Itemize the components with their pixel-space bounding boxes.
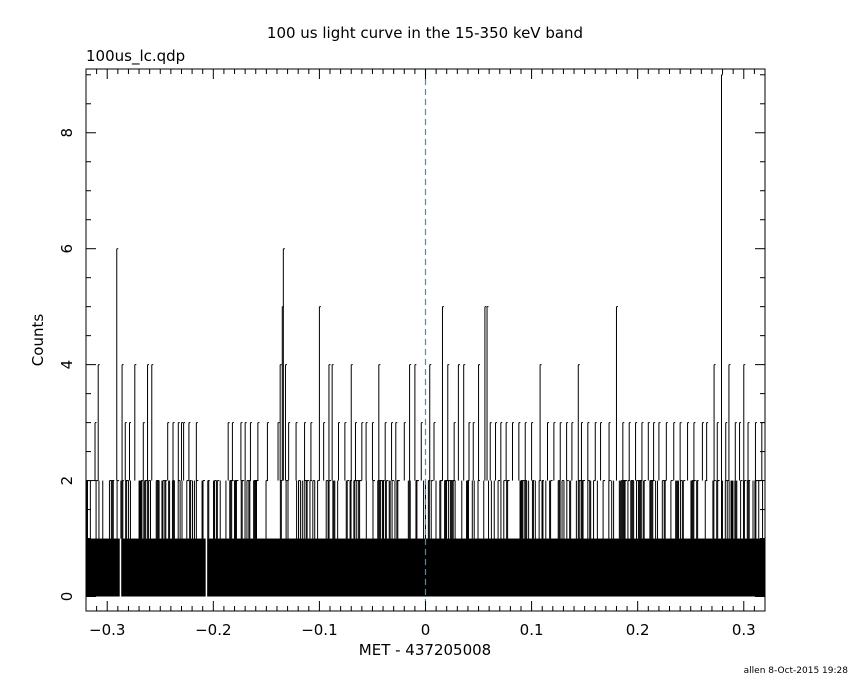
baseline-counts-band [86, 538, 765, 597]
y-tick-label: 6 [58, 244, 76, 254]
x-tick-label: −0.1 [301, 621, 337, 639]
chart-title: 100 us light curve in the 15-350 keV ban… [267, 24, 583, 42]
footer-credit: allen 8-Oct-2015 19:28 [744, 666, 849, 676]
y-axis-label: Counts [29, 314, 47, 367]
x-tick-label: 0 [421, 621, 431, 639]
x-tick-label: −0.3 [89, 621, 125, 639]
x-tick-label: 0.2 [626, 621, 650, 639]
x-tick-label: −0.2 [195, 621, 231, 639]
y-tick-label: 8 [58, 128, 76, 138]
x-axis-label: MET - 437205008 [359, 641, 491, 659]
histogram-bars [86, 74, 765, 597]
x-tick-label: 0.1 [520, 621, 544, 639]
y-tick-label: 2 [58, 476, 76, 486]
y-tick-label: 0 [58, 592, 76, 602]
x-tick-label: 0.3 [732, 621, 756, 639]
y-tick-label: 4 [58, 360, 76, 370]
chart-subtitle: 100us_lc.qdp [86, 47, 185, 66]
y-axis-ticks: 0 2 4 6 8 [58, 74, 765, 602]
x-axis-ticks: −0.3 −0.2 −0.1 0 0.1 0.2 0.3 [85, 69, 766, 639]
